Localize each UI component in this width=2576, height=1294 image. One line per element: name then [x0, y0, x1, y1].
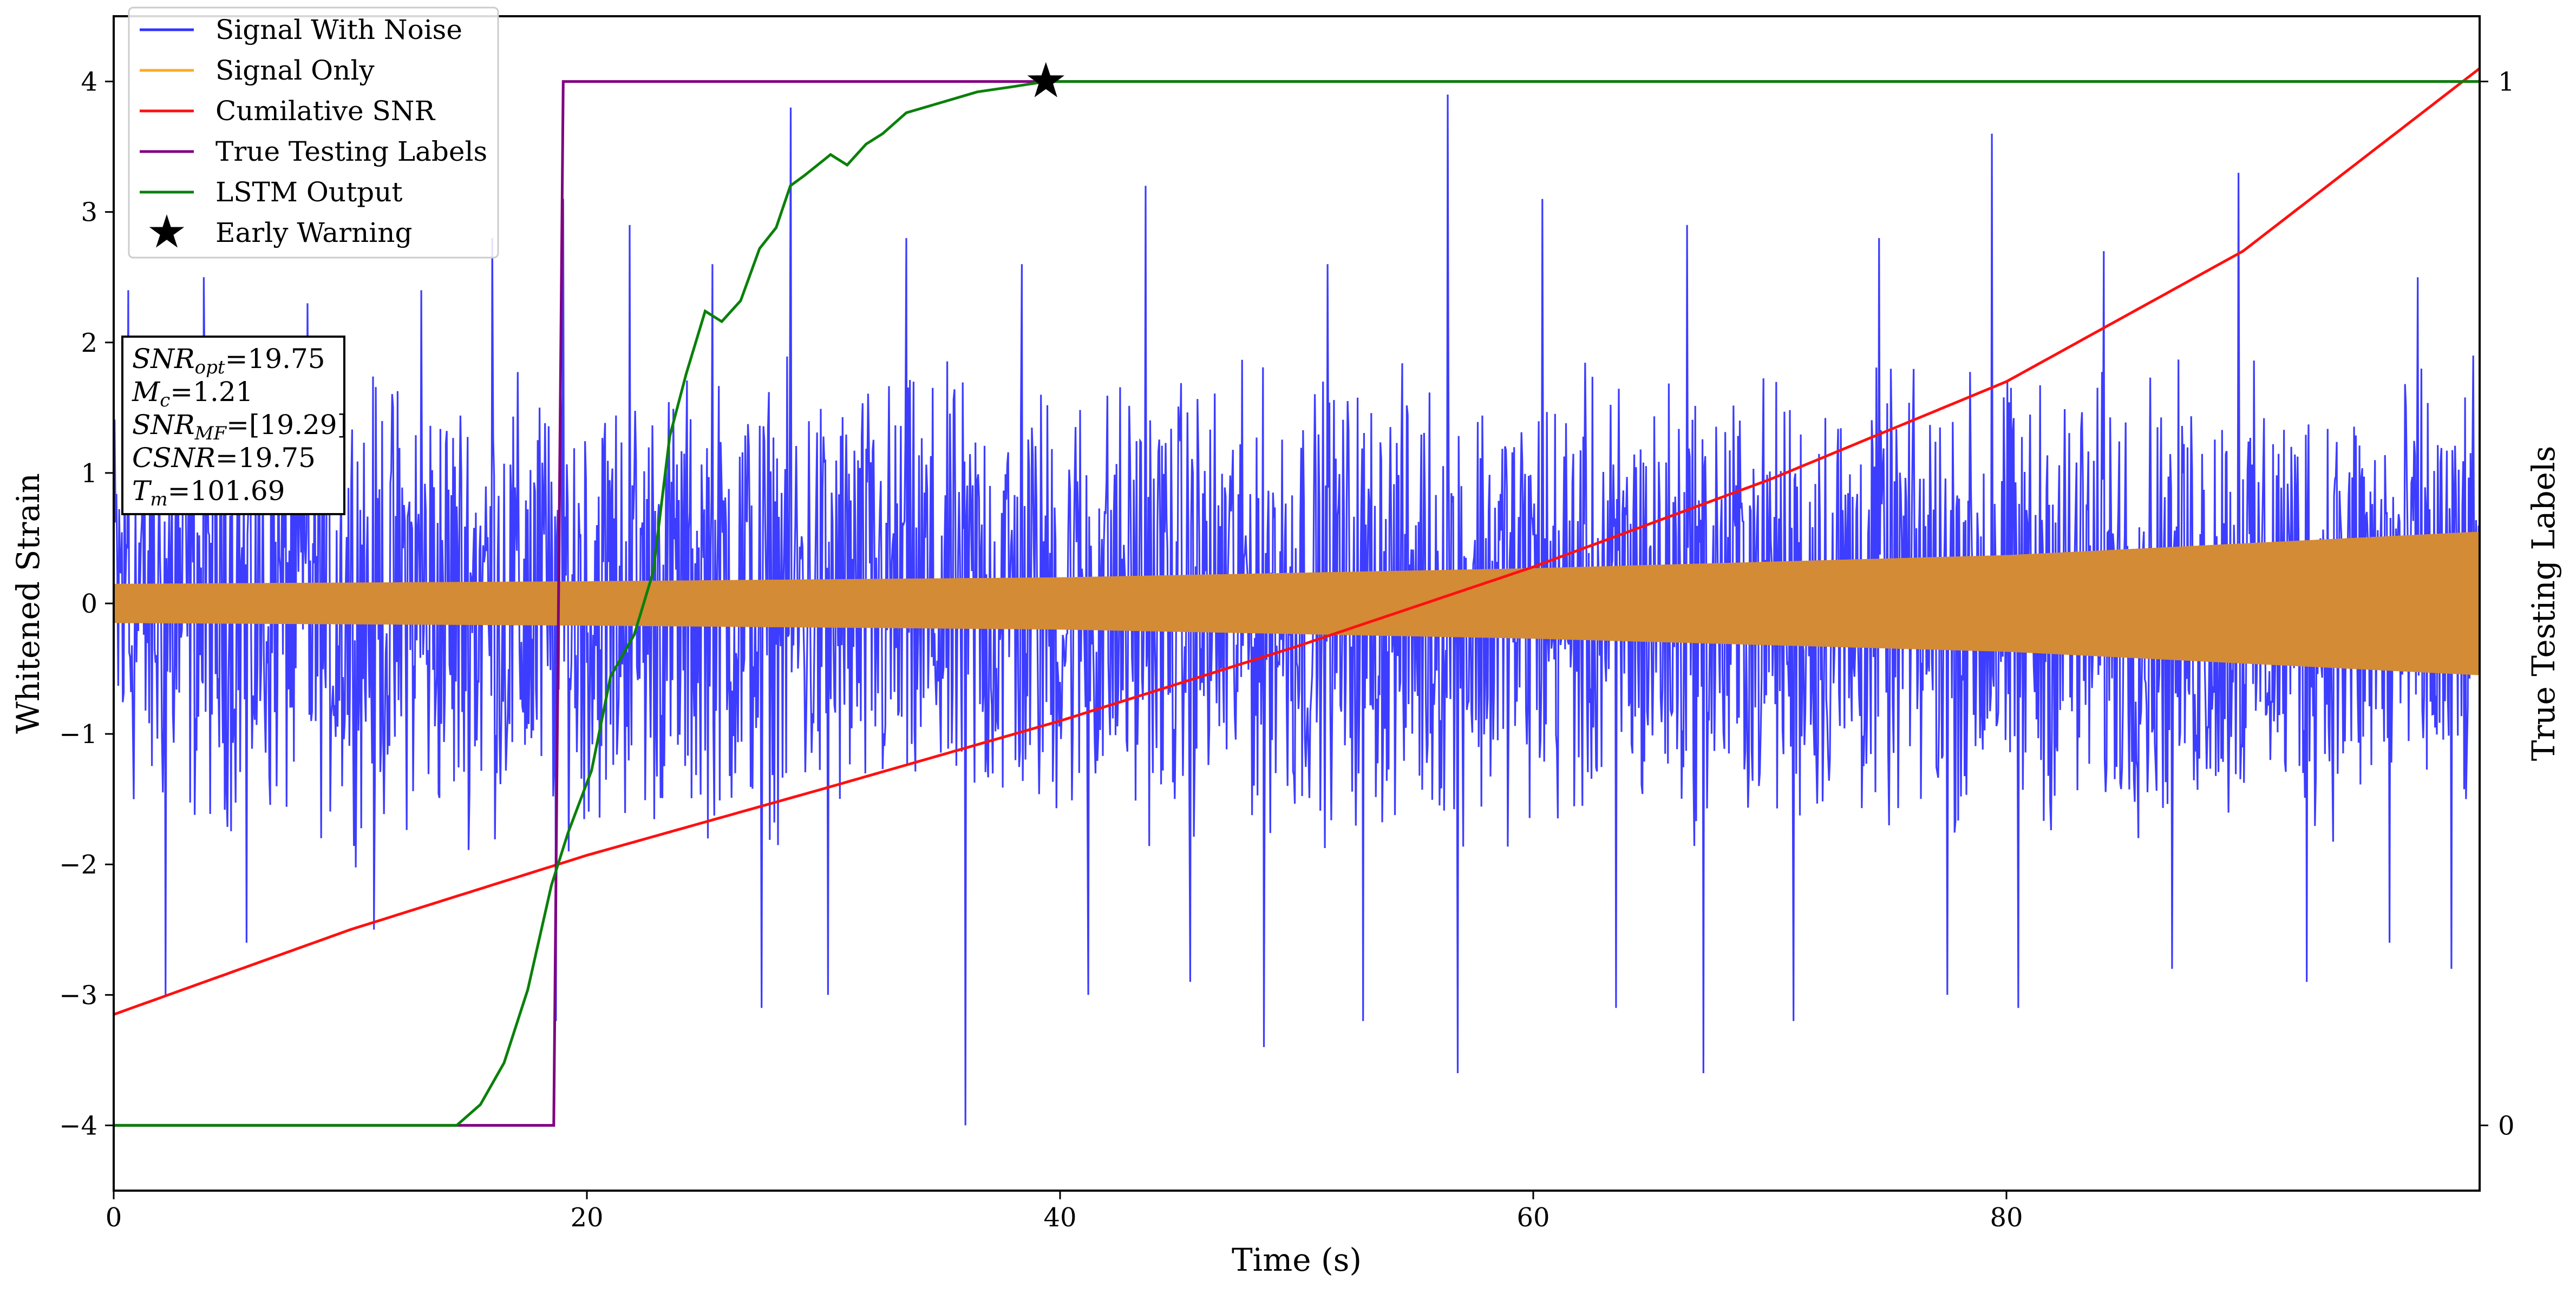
x-tick-label: 0 — [106, 1203, 122, 1233]
x-tick-label: 80 — [1990, 1203, 2023, 1233]
legend-label: Cumilative SNR — [215, 95, 435, 127]
x-tick-label: 40 — [1043, 1203, 1076, 1233]
early-warning-star — [1027, 62, 1064, 97]
legend-star-icon — [149, 214, 185, 248]
x-tick-label: 60 — [1516, 1203, 1549, 1233]
info-line: CSNR=19.75 — [132, 442, 316, 474]
legend-label: LSTM Output — [215, 176, 402, 208]
legend-label: Signal With Noise — [215, 14, 462, 45]
info-line: Tm=101.69 — [132, 475, 285, 510]
y2-tick-label: 0 — [2498, 1111, 2515, 1141]
info-box: SNRopt=19.75Mc=1.21SNRMF=[19.29]CSNR=19.… — [121, 336, 348, 515]
info-line: SNRMF=[19.29] — [132, 409, 348, 444]
legend-label: Signal Only — [215, 55, 375, 86]
info-box-frame — [121, 336, 345, 515]
y2-tick-label: 1 — [2498, 67, 2515, 97]
legend: Signal With Noise Signal Only Cumilative S… — [128, 6, 499, 259]
series-lstm-output — [114, 80, 2480, 1127]
info-line: Mc=1.21 — [132, 376, 253, 411]
series-signal-with-noise — [114, 94, 2480, 1126]
y-tick-label: 1 — [81, 458, 97, 489]
legend-label: Early Warning — [215, 217, 413, 248]
y-tick-label: 2 — [81, 328, 97, 358]
x-axis-title: Time (s) — [1232, 1242, 1362, 1278]
y-tick-label: 4 — [81, 67, 97, 97]
y-axis-title: Whitened Strain — [10, 473, 47, 734]
series-signal-only-band — [114, 531, 2480, 675]
y-tick-label: −4 — [59, 1111, 97, 1141]
y-tick-label: −3 — [59, 980, 97, 1010]
y2-axis-title: True Testing Labels — [2525, 446, 2562, 761]
x-tick-label: 20 — [570, 1203, 603, 1233]
y-tick-label: −2 — [59, 850, 97, 880]
info-line: SNRopt=19.75 — [132, 343, 325, 378]
y-tick-label: 3 — [81, 198, 97, 228]
legend-label: True Testing Labels — [215, 136, 487, 167]
y-tick-label: −1 — [59, 719, 97, 750]
series-cumilative-snr — [114, 67, 2480, 1016]
plot-area — [114, 67, 2480, 1127]
y-tick-label: 0 — [81, 589, 97, 619]
legend-frame — [128, 6, 499, 259]
